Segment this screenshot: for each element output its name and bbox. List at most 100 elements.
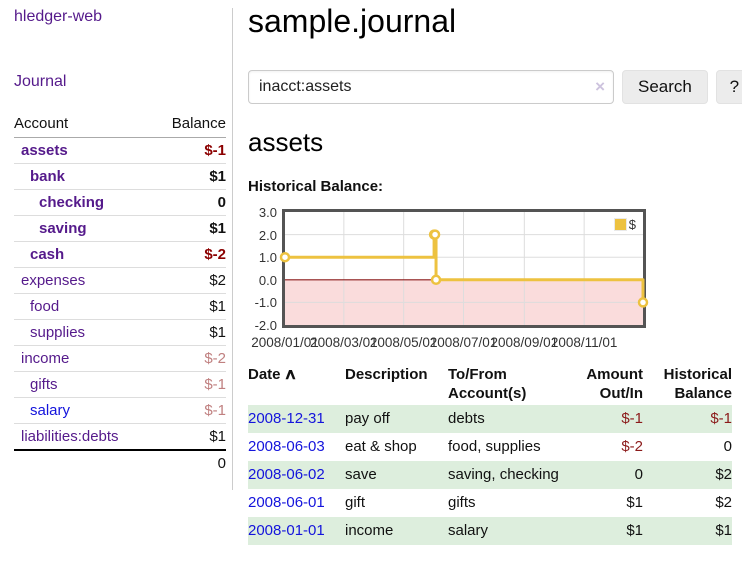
transaction-row: 2008-06-03 eat & shop food, supplies $-2…	[248, 433, 732, 461]
transaction-date-link[interactable]: 2008-06-02	[248, 466, 325, 483]
account-balance: $-2	[153, 345, 226, 372]
account-link[interactable]: gifts	[30, 376, 58, 393]
legend-label: $	[628, 217, 636, 232]
balance-chart: $ 3.0 2.0 1.0 0.0 -1.0 -2.0 2008/01/01 2008/03/…	[248, 204, 728, 350]
search-input[interactable]	[248, 70, 614, 104]
register-col-description: Description	[345, 366, 428, 383]
clear-search-icon[interactable]: ×	[595, 77, 605, 96]
transaction-date-link[interactable]: 2008-06-03	[248, 438, 325, 455]
transaction-balance: $2	[715, 466, 732, 483]
account-balance: $-2	[153, 241, 226, 268]
register-col-amount: Amount Out/In	[586, 366, 643, 402]
account-row: expenses $2	[14, 267, 226, 294]
transaction-row: 2008-06-01 gift gifts $1 $2	[248, 489, 732, 517]
account-row: salary $-1	[14, 397, 226, 424]
transaction-accounts: food, supplies	[448, 438, 541, 455]
account-link[interactable]: cash	[30, 246, 65, 263]
x-axis-tick-label: 2008/07/01	[429, 335, 498, 350]
transaction-description: pay off	[345, 410, 390, 427]
transaction-date-link[interactable]: 2008-06-01	[248, 494, 325, 511]
y-axis-tick-label: -2.0	[254, 318, 277, 333]
register-header-row: Date ∧ Description To/From Account(s) Amou…	[248, 363, 732, 405]
sort-ascending-icon: ∧	[283, 366, 297, 383]
account-balance: $1	[153, 319, 226, 346]
transaction-date-link[interactable]: 2008-01-01	[248, 522, 325, 539]
register-col-date[interactable]: Date ∧	[248, 366, 297, 383]
app-title-link[interactable]: hledger-web	[14, 8, 103, 25]
account-balance: $1	[153, 293, 226, 320]
account-link[interactable]: food	[30, 298, 60, 315]
accounts-col-balance: Balance	[153, 112, 226, 138]
transaction-description: gift	[345, 494, 366, 511]
transaction-date-link[interactable]: 2008-12-31	[248, 410, 325, 427]
account-row: checking 0	[14, 189, 226, 216]
transaction-accounts: debts	[448, 410, 485, 427]
account-link[interactable]: assets	[21, 142, 68, 159]
transaction-row: 2008-12-31 pay off debts $-1 $-1	[248, 405, 732, 433]
register-col-balance: Historical Balance	[663, 366, 732, 402]
account-link[interactable]: saving	[39, 220, 87, 237]
account-row: supplies $1	[14, 319, 226, 346]
transaction-balance: $-1	[710, 410, 732, 427]
register-col-accounts: To/From Account(s)	[448, 366, 527, 402]
chart-title: Historical Balance:	[248, 178, 384, 195]
transaction-amount: 0	[634, 466, 643, 483]
account-link[interactable]: supplies	[30, 324, 86, 341]
search-box: ×	[248, 70, 614, 104]
sidebar: hledger-web Journal Account Balance asse…	[0, 0, 233, 490]
accounts-total-row: 0	[14, 449, 226, 476]
x-axis-tick-label: 2008/03/01	[310, 335, 378, 350]
register-table: Date ∧ Description To/From Account(s) Amou…	[248, 363, 732, 545]
transaction-description: income	[345, 522, 394, 539]
y-axis-tick-label: 3.0	[258, 205, 277, 220]
sidebar-inner: hledger-web Journal Account Balance asse…	[14, 8, 233, 490]
account-link[interactable]: income	[21, 350, 70, 367]
transaction-accounts: saving, checking	[448, 466, 559, 483]
account-link[interactable]: liabilities:debts	[21, 428, 119, 445]
account-link[interactable]: expenses	[21, 272, 86, 289]
transaction-amount: $1	[626, 522, 643, 539]
search-button[interactable]: Search	[622, 70, 708, 104]
sidebar-item-journal[interactable]: Journal	[14, 73, 67, 90]
account-row: food $1	[14, 293, 226, 320]
account-heading: assets	[248, 127, 324, 157]
account-balance: 0	[153, 189, 226, 216]
y-axis-tick-label: 2.0	[258, 227, 277, 243]
account-balance: $1	[153, 163, 226, 190]
chart-legend: $	[611, 216, 638, 233]
main-content: sample.journal × Search ? assets Histori…	[233, 0, 742, 545]
account-link[interactable]: bank	[30, 168, 66, 185]
accounts-table: Account Balance assets $-1 bank $1 check…	[14, 112, 226, 476]
help-button[interactable]: ?	[715, 70, 742, 104]
x-axis-tick-label: 2008/09/01	[490, 335, 559, 350]
y-axis-tick-label: 0.0	[258, 272, 277, 288]
page-title: sample.journal	[248, 3, 457, 39]
y-axis-tick-label: 1.0	[258, 250, 277, 266]
accounts-col-account: Account	[14, 112, 154, 138]
search-bar: × Search ?	[248, 70, 742, 104]
account-balance: $1	[209, 428, 226, 445]
legend-swatch-icon	[613, 218, 627, 231]
account-row: bank $1	[14, 163, 226, 190]
y-axis-tick-label: -1.0	[254, 295, 277, 311]
account-link[interactable]: salary	[30, 402, 71, 419]
transaction-balance: $2	[715, 494, 732, 511]
account-row: assets $-1	[14, 137, 226, 164]
transaction-row: 2008-01-01 income salary $1 $1	[248, 517, 732, 545]
transaction-description: save	[345, 466, 377, 483]
transaction-amount: $-2	[621, 438, 643, 455]
account-row: cash $-2	[14, 241, 226, 268]
account-row: gifts $-1	[14, 371, 226, 398]
account-row: liabilities:debts $1	[14, 424, 226, 451]
transaction-balance: $1	[715, 522, 732, 539]
account-balance: $-1	[153, 371, 226, 398]
transaction-amount: $-1	[621, 410, 643, 427]
chart-plot-area[interactable]: $	[279, 209, 649, 328]
account-link[interactable]: checking	[39, 194, 105, 211]
account-balance: $1	[153, 215, 226, 242]
account-row: saving $1	[14, 215, 226, 242]
account-balance: $-1	[153, 397, 226, 424]
transaction-amount: $1	[626, 494, 643, 511]
account-balance: $2	[153, 267, 226, 294]
account-row: income $-2	[14, 345, 226, 372]
